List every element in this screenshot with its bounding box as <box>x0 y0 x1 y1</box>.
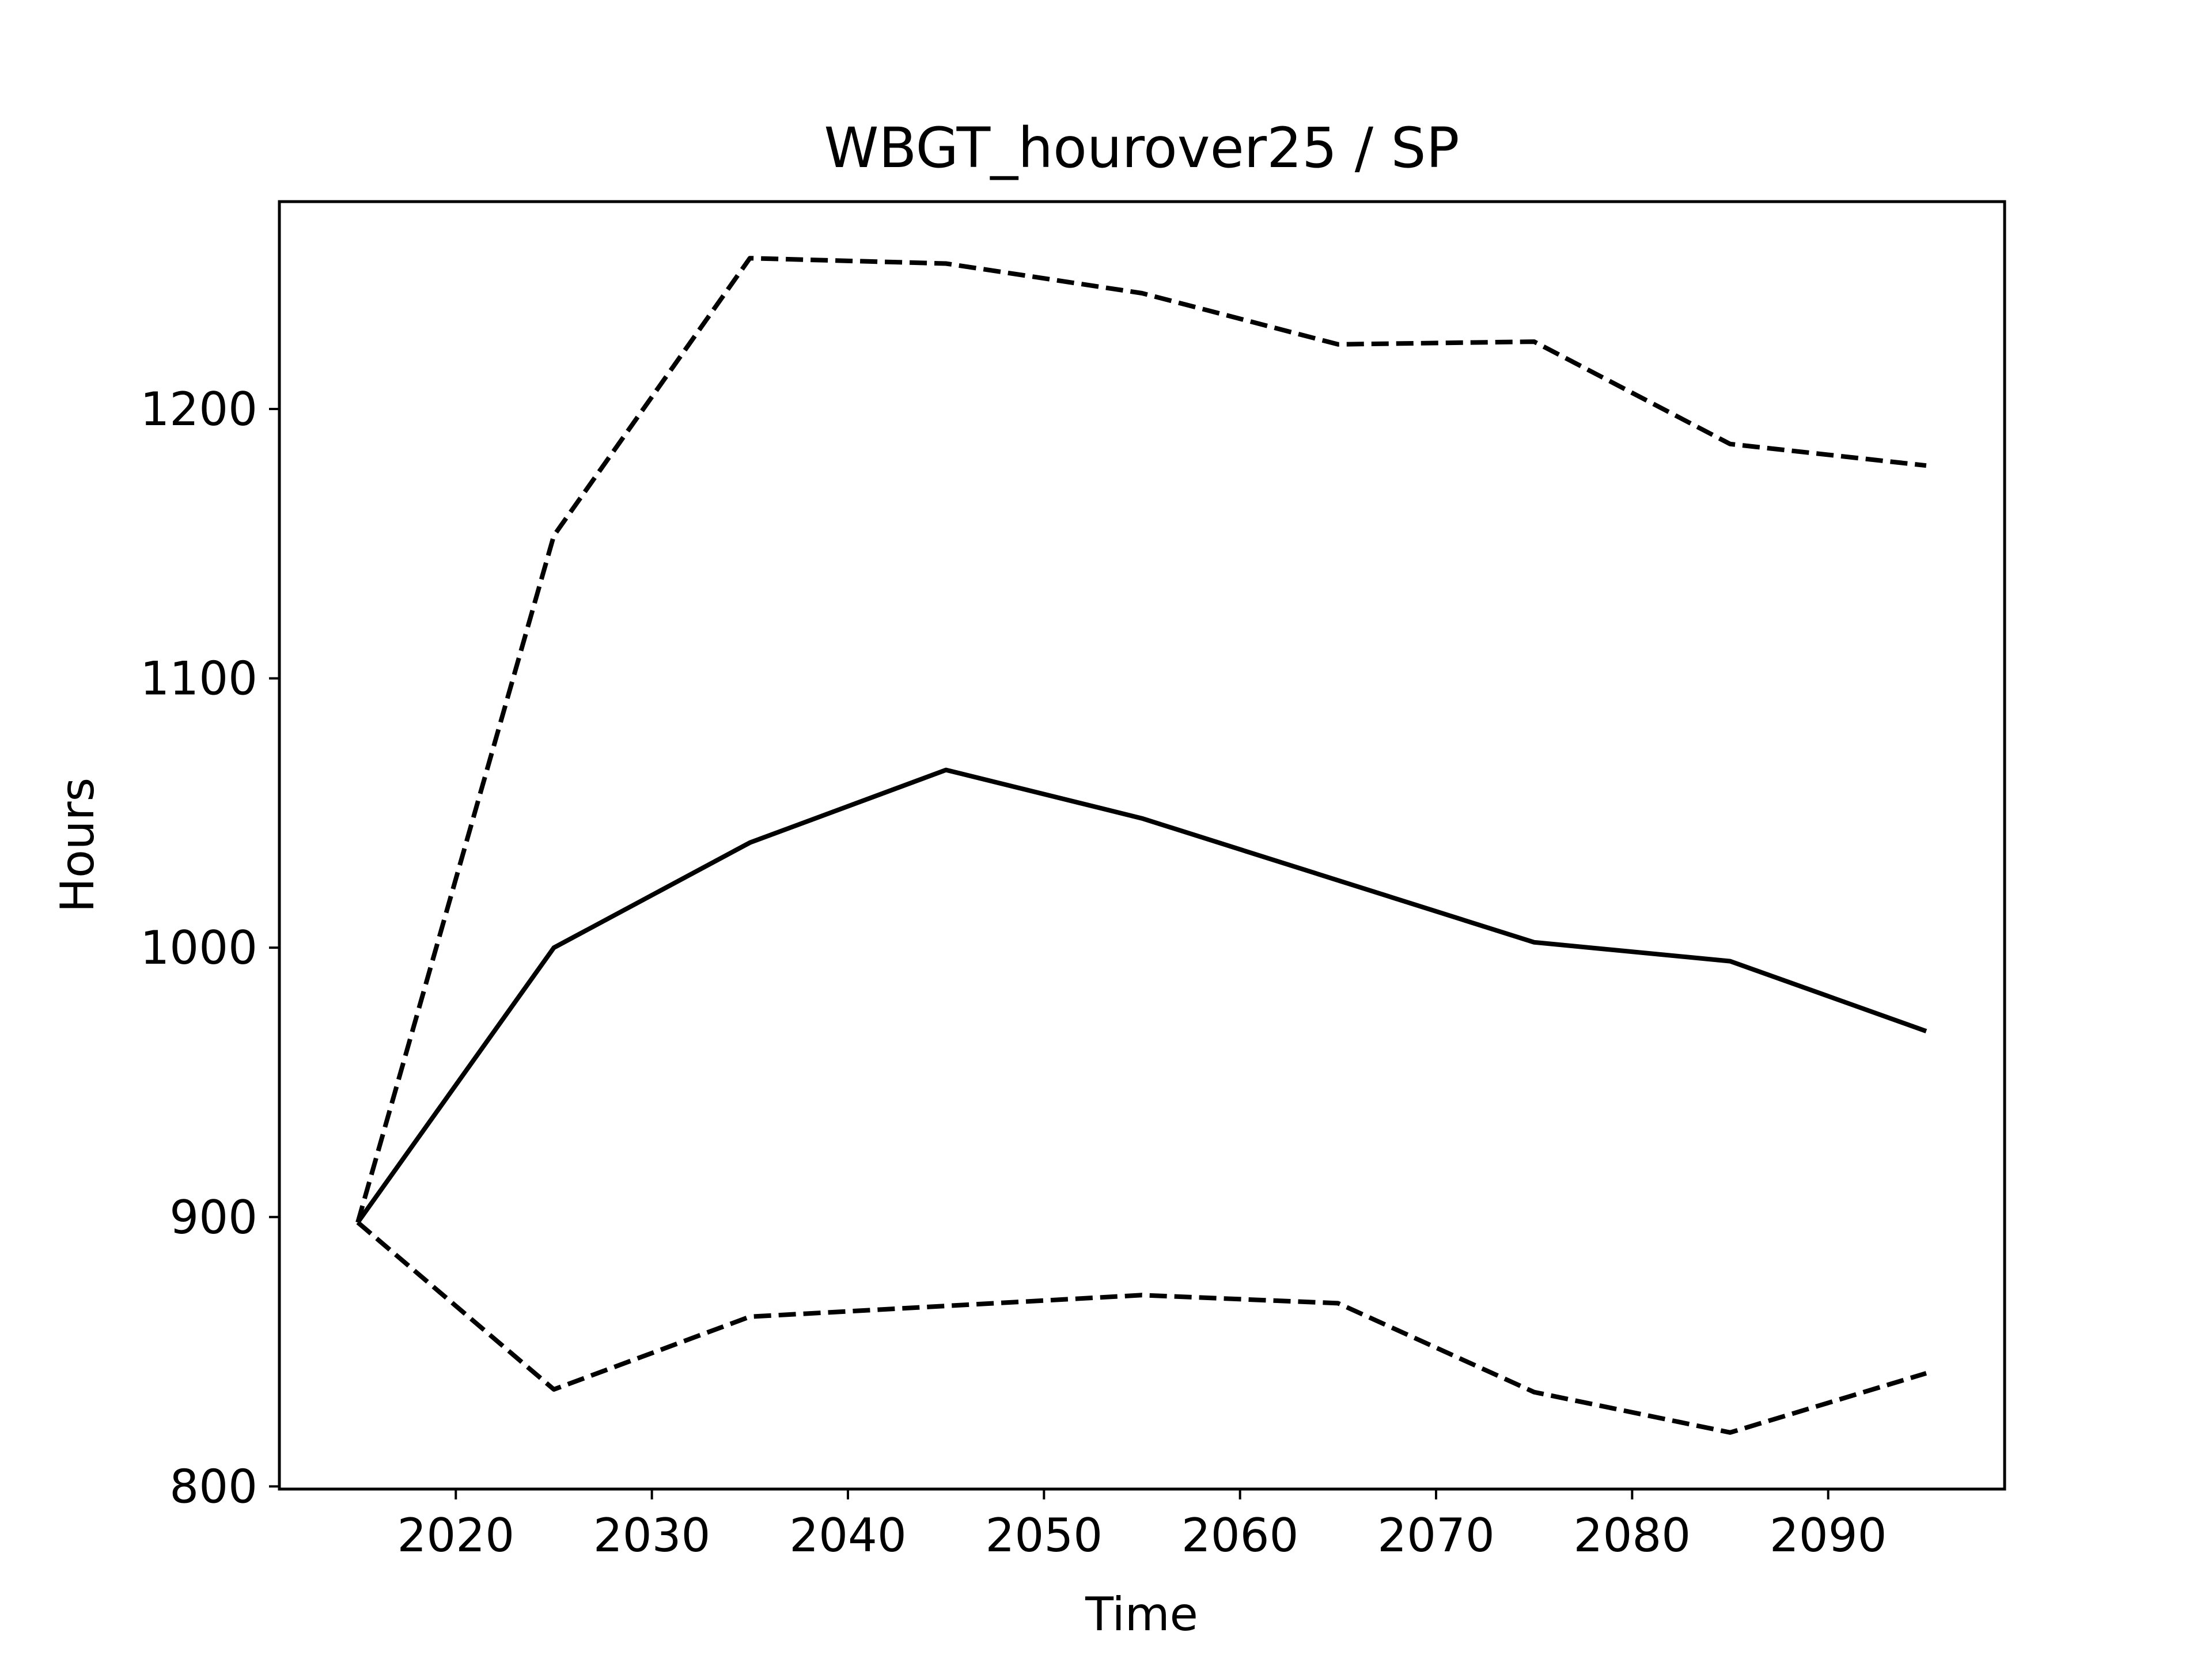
x-axis: 2020 2030 2040 2050 2060 2070 2080 2090 <box>397 1489 1887 1562</box>
x-tick-label: 2030 <box>593 1509 711 1562</box>
y-tick-label: 800 <box>169 1460 257 1513</box>
x-tick-label: 2050 <box>986 1509 1103 1562</box>
x-tick-label: 2080 <box>1574 1509 1691 1562</box>
chart-title: WBGT_hourover25 / SP <box>824 116 1460 180</box>
y-tick-label: 1200 <box>140 382 257 436</box>
solid-series-line-1 <box>355 767 1927 1224</box>
dashed-series-line-2 <box>356 1221 1927 1435</box>
axes-frame <box>278 200 2006 1491</box>
x-tick-label: 2090 <box>1770 1509 1887 1562</box>
dashed-series-line-0 <box>355 256 1927 1224</box>
x-tick-label: 2020 <box>397 1509 515 1562</box>
y-tick-label: 900 <box>169 1191 257 1244</box>
x-tick-label: 2070 <box>1377 1509 1495 1562</box>
x-tick-label: 2040 <box>789 1509 907 1562</box>
plot-area <box>355 256 1927 1435</box>
y-tick-label: 1000 <box>140 921 257 975</box>
y-axis: 800 900 1000 1100 1200 <box>140 382 279 1513</box>
x-tick-label: 2060 <box>1181 1509 1299 1562</box>
y-tick-label: 1100 <box>140 652 257 706</box>
y-axis-label: Hours <box>51 778 104 912</box>
x-axis-label: Time <box>1085 1588 1198 1641</box>
